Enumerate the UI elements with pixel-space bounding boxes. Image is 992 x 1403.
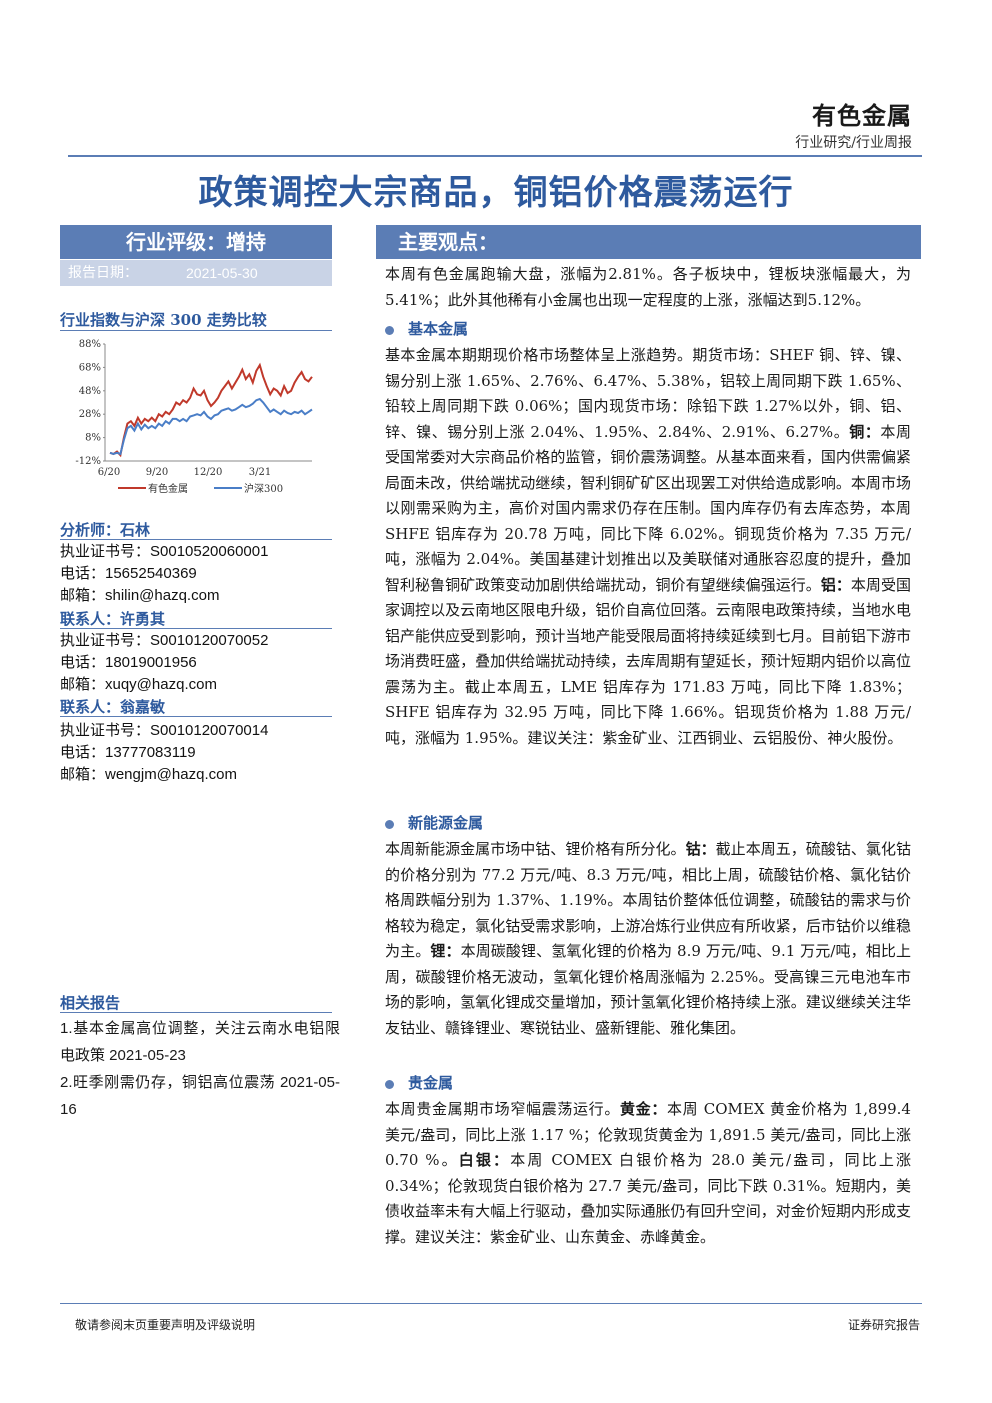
chart-title-divider [60, 330, 332, 331]
report-date-label: 报告日期： [68, 265, 138, 281]
related-reports-title: 相关报告 [60, 994, 121, 1012]
contact2-info: 执业证书号：S0010120070014 电话：13777083119 邮箱：w… [60, 720, 268, 786]
chart-y-tick-label: 88% [79, 339, 101, 350]
bullet-icon [385, 819, 394, 829]
base-metals-paragraph: 基本金属本期期现价格市场整体呈上涨趋势。期货市场：SHEF 铜、锌、镍、锡分别上… [385, 343, 911, 751]
bullet-icon [385, 325, 394, 335]
lithium-text: 本周碳酸锂、氢氧化锂的价格为 8.9 万元/吨、9.1 万元/吨，相比上周，碳酸… [385, 942, 911, 1037]
section-base-metals-title: 基本金属 [408, 320, 469, 338]
related-divider [60, 1012, 332, 1013]
section-base-metals: 基本金属 [385, 318, 468, 339]
footer-divider [60, 1303, 922, 1304]
cobalt-keyword: 钴： [685, 840, 716, 858]
key-points-header: 主要观点： [376, 225, 921, 259]
silver-text: 本周 COMEX 白银价格为 28.0 美元/盎司，同比上涨 0.34%；伦敦现… [385, 1151, 911, 1246]
intro-paragraph: 本周有色金属跑输大盘，涨幅为2.81%。各子板块中，锂板块涨幅最大，为5.41%… [385, 265, 911, 309]
section-new-energy-title: 新能源金属 [408, 814, 484, 832]
chart-x-tick-label: 9/20 [146, 467, 168, 478]
chart-y-tick-label: 8% [85, 433, 101, 444]
chart-y-tick-label: 48% [79, 386, 101, 397]
gold-keyword: 黄金： [620, 1100, 667, 1118]
contact1-divider [60, 628, 332, 629]
contact2-phone: 电话：13777083119 [60, 744, 196, 761]
chart-y-tick-label: 68% [79, 362, 101, 373]
analyst-email[interactable]: 邮箱：shilin@hazq.com [60, 587, 220, 604]
precious-metals-paragraph: 本周贵金属期市场窄幅震荡运行。黄金：本周 COMEX 黄金价格为 1,899.4… [385, 1097, 911, 1250]
chart-legend-label: 沪深300 [244, 482, 283, 495]
contact2-divider [60, 716, 332, 717]
report-title: 政策调控大宗商品，铜铝价格震荡运行 [198, 173, 794, 213]
lithium-keyword: 锂： [430, 942, 461, 960]
chart-x-tick-label: 12/20 [194, 467, 223, 478]
sector-title: 有色金属 [812, 101, 912, 130]
footer-doc-type: 证券研究报告 [847, 1318, 920, 1332]
related-report-1[interactable]: 1.基本金属高位调整，关注云南水电铝限电政策 2021-05-23 [60, 1020, 340, 1064]
precious-overview: 本周贵金属期市场窄幅震荡运行。 [385, 1100, 620, 1118]
footer-disclaimer[interactable]: 敬请参阅末页重要声明及评级说明 [75, 1318, 256, 1332]
contact1-email[interactable]: 邮箱：xuqy@hazq.com [60, 676, 217, 693]
analyst-license: 执业证书号：S0010520060001 [60, 543, 269, 560]
chart-svg: 88% 68% 48% 28% 8% -12%6/20 9/20 12/20 3/21 有色金属 沪… [75, 339, 313, 495]
gold-text: 本周 COMEX 黄金价格为 1,899.4 美元/盎司，同比上涨 1.17 %… [385, 1100, 911, 1169]
contact1-license: 执业证书号：S0010120070052 [60, 632, 269, 649]
section-precious-title: 贵金属 [408, 1074, 454, 1092]
chart-legend-label: 有色金属 [148, 482, 188, 495]
index-comparison-chart: 88% 68% 48% 28% 8% -12% 6/20 9/20 12/20 3/21 有色金属 沪… [60, 336, 332, 504]
related-report-2[interactable]: 2.旺季刚需仍存，铜铝高位震荡 2021-05-16 [60, 1074, 340, 1118]
key-points-title: 主要观点： [398, 230, 498, 254]
section-precious-metals: 贵金属 [385, 1072, 453, 1093]
bullet-icon [385, 1079, 394, 1089]
contact2-email[interactable]: 邮箱：wengjm@hazq.com [60, 766, 237, 783]
chart-x-tick-label: 6/20 [98, 467, 120, 478]
contact1-phone: 电话：18019001956 [60, 654, 197, 671]
chart-title: 行业指数与沪深 300 走势比较 [60, 311, 267, 329]
analyst-phone: 电话：15652540369 [60, 565, 197, 582]
chart-y-tick-label: 28% [79, 409, 101, 420]
chart-y-tick-label: -12% [75, 456, 101, 467]
header-divider [68, 155, 922, 157]
silver-keyword: 白银： [458, 1151, 511, 1169]
base-metals-overview: 基本金属本期期现价格市场整体呈上涨趋势。期货市场：SHEF 铜、锌、镍、锡分别上… [385, 346, 911, 441]
copper-keyword: 铜： [849, 422, 881, 441]
report-date: 报告日期： 2021-05-30 [60, 260, 332, 286]
new-energy-overview: 本周新能源金属市场中钴、锂价格有所分化。 [385, 840, 686, 858]
aluminum-text: 本周受国家调控以及云南地区限电升级，铝价自高位回落。云南限电政策持续，当地水电铝… [385, 575, 911, 747]
report-date-value: 2021-05-30 [186, 265, 258, 281]
analyst-name: 分析师：石林 [60, 521, 151, 539]
contact1-name: 联系人：许勇其 [60, 610, 166, 628]
cobalt-text: 截止本周五，硫酸钴、氯化钴的价格分别为 77.2 万元/吨、8.3 万元/吨，相… [385, 840, 911, 960]
contact2-license: 执业证书号：S0010120070014 [60, 722, 269, 739]
contact1-info: 执业证书号：S0010120070052 电话：18019001956 邮箱：x… [60, 630, 268, 696]
industry-rating: 行业评级：增持 [60, 225, 332, 259]
aluminum-keyword: 铝： [820, 575, 851, 594]
chart-series-line-1 [109, 362, 313, 458]
copper-text: 本周受国常委对大宗商品价格的监管，铜价震荡调整。从基本面来看，国内供需偏紧局面未… [385, 422, 911, 594]
contact2-name: 联系人：翁嘉敏 [60, 698, 166, 716]
analyst-divider [60, 539, 332, 540]
new-energy-paragraph: 本周新能源金属市场中钴、锂价格有所分化。钴：截止本周五，硫酸钴、氯化钴的价格分别… [385, 837, 911, 1041]
chart-series-line-2 [109, 397, 313, 456]
analyst-info: 执业证书号：S0010520060001 电话：15652540369 邮箱：s… [60, 541, 268, 607]
section-new-energy-metals: 新能源金属 [385, 812, 483, 833]
report-type: 行业研究/行业周报 [795, 135, 912, 151]
chart-x-tick-label: 3/21 [249, 467, 271, 478]
